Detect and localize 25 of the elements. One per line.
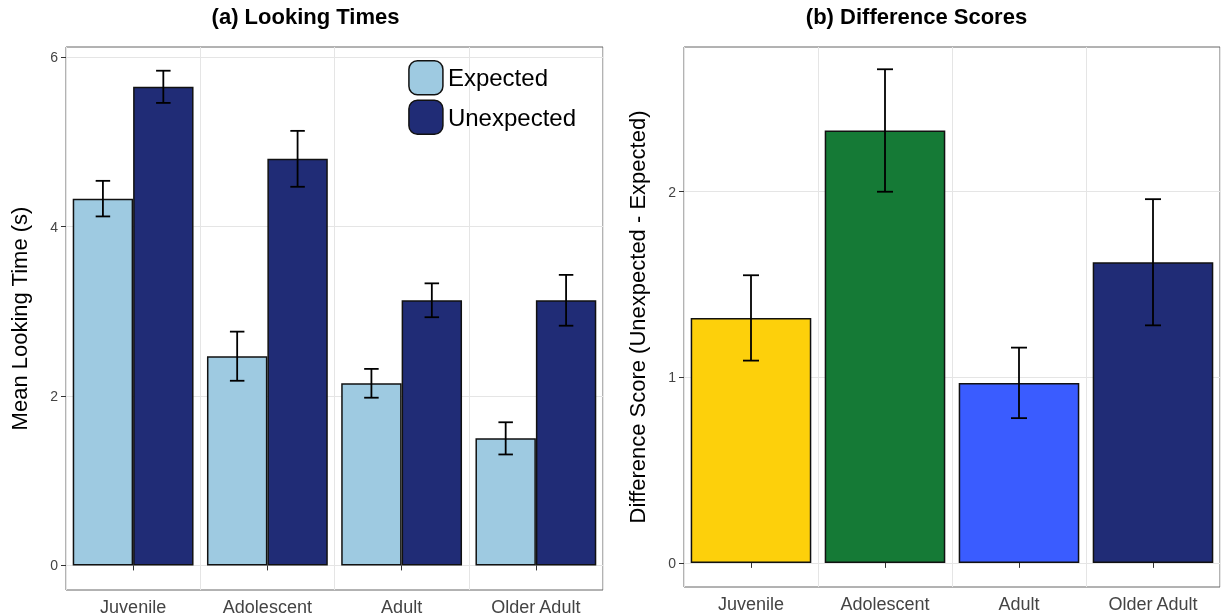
x-tick-label: Adolescent — [222, 597, 312, 616]
x-tick-label: Juvenile — [717, 594, 785, 614]
x-tick-label: Juvenile — [100, 597, 167, 616]
y-tick-label: 4 — [50, 218, 59, 235]
chart-title: (a) Looking Times — [211, 3, 400, 29]
y-axis-title: Mean Looking Time (s) — [6, 206, 32, 431]
x-tick-label: Older Adult — [1108, 594, 1198, 614]
bar — [958, 382, 1080, 563]
legend-label: Unexpected — [447, 103, 577, 131]
y-tick-label: 2 — [50, 388, 59, 405]
bar — [690, 317, 812, 563]
bar — [824, 130, 946, 563]
y-tick-label: 1 — [668, 369, 677, 386]
x-tick-label: Adolescent — [840, 594, 930, 614]
y-tick-label: 0 — [50, 557, 59, 574]
y-axis-title: Difference Score (Unexpected - Expected) — [624, 110, 650, 524]
chart-title: (b) Difference Scores — [805, 3, 1028, 29]
x-tick-label: Adult — [381, 597, 423, 616]
y-tick-label: 2 — [668, 183, 677, 200]
y-tick-label: 6 — [50, 49, 59, 66]
bar — [1092, 262, 1214, 563]
x-tick-label: Older Adult — [491, 597, 581, 616]
x-tick-label: Adult — [998, 594, 1040, 614]
y-tick-label: 0 — [668, 554, 677, 571]
legend-label: Expected — [447, 64, 548, 92]
